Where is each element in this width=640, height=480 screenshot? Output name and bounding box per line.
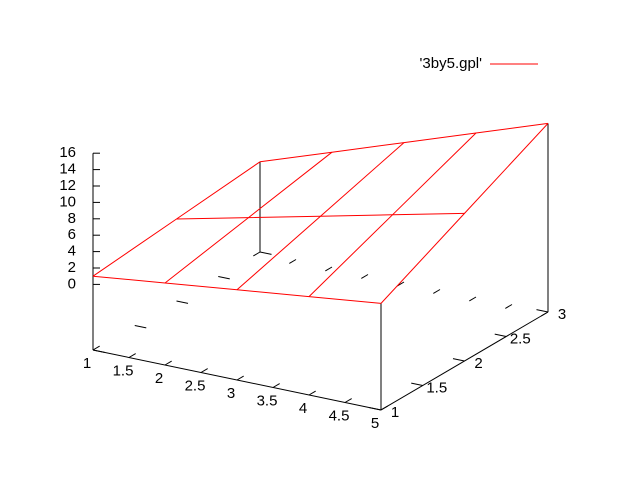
- x-tick-label: 4: [299, 400, 307, 417]
- x-tick-label: 5: [371, 415, 379, 432]
- x-tick: [164, 360, 172, 366]
- y-tick: [452, 358, 465, 362]
- x-tick: [272, 383, 280, 388]
- y-tick-label: 3: [558, 306, 566, 323]
- x-tick-mirror: [541, 311, 549, 317]
- y-tick: [536, 309, 549, 313]
- y-tick-mirror: [259, 251, 272, 255]
- y-tick-mirror: [176, 300, 189, 304]
- x-tick: [200, 368, 208, 373]
- x-tick: [92, 345, 100, 351]
- y-tick-label: 1: [391, 404, 399, 421]
- z-tick-label: 8: [68, 210, 76, 227]
- y-tick: [369, 407, 382, 411]
- y-tick: [411, 382, 423, 386]
- y-tick-mirror: [134, 325, 147, 329]
- x-tick: [344, 398, 352, 403]
- y-tick-mirror: [92, 349, 105, 353]
- x-tick-label: 4.5: [329, 407, 350, 424]
- x-tick-mirror: [505, 304, 513, 309]
- x-tick: [128, 353, 136, 358]
- x-tick-mirror: [325, 266, 333, 272]
- x-tick-mirror: [469, 296, 477, 302]
- x-tick-label: 1.5: [113, 362, 134, 379]
- x-tick-mirror: [433, 289, 441, 294]
- legend-label: '3by5.gpl': [420, 55, 483, 72]
- x-tick: [308, 390, 316, 396]
- y-tick-label: 1.5: [426, 379, 447, 396]
- x-tick-label: 3.5: [257, 392, 278, 409]
- surface-column: [92, 161, 261, 277]
- y-tick-label: 2: [474, 355, 482, 372]
- z-tick-label: 0: [68, 275, 76, 292]
- x-tick: [236, 375, 244, 381]
- surface-column: [164, 151, 333, 284]
- surface-column: [236, 142, 405, 291]
- x-tick: [380, 405, 388, 411]
- x-tick-mirror: [361, 274, 369, 279]
- x-tick-label: 2.5: [185, 377, 206, 394]
- x-tick-label: 3: [227, 385, 235, 402]
- z-tick-label: 2: [68, 259, 76, 276]
- z-tick-label: 10: [59, 193, 76, 210]
- x-tick-label: 1: [83, 355, 91, 372]
- y-tick-mirror: [218, 276, 230, 280]
- surface-column: [380, 123, 549, 304]
- z-tick-label: 16: [59, 144, 76, 161]
- x-tick-mirror: [253, 251, 261, 257]
- z-tick-label: 12: [59, 177, 76, 194]
- surface-column: [308, 132, 477, 297]
- z-tick-label: 6: [68, 226, 76, 243]
- y-tick: [494, 333, 507, 337]
- x-tick-mirror: [289, 259, 297, 264]
- z-tick-label: 4: [68, 243, 76, 260]
- z-tick-label: 14: [59, 161, 76, 178]
- y-tick-label: 2.5: [510, 330, 531, 347]
- x-tick-label: 2: [155, 370, 163, 387]
